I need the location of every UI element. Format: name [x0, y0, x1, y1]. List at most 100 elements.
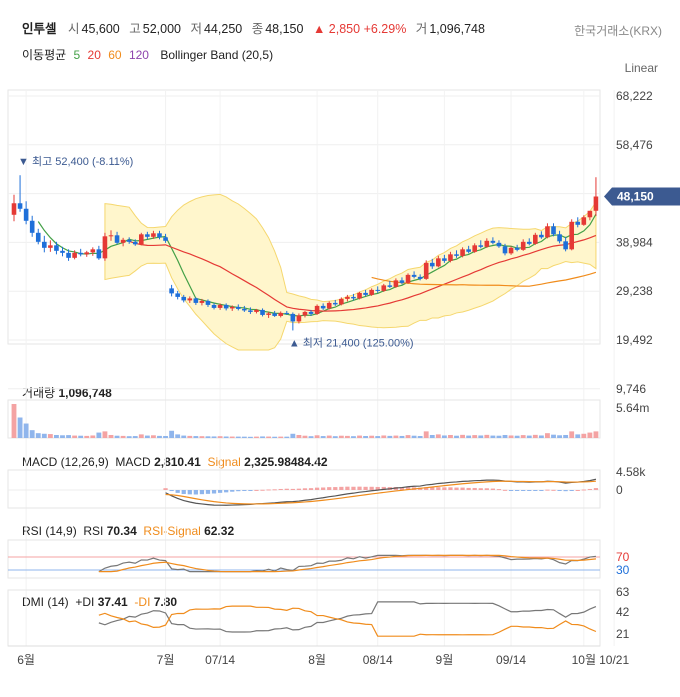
rsi-label: RSI: [83, 524, 104, 538]
volume-bar: [538, 435, 544, 438]
volume-bar: [157, 435, 162, 438]
candle-body: [326, 302, 332, 309]
macd-histogram-bar: [375, 486, 380, 490]
volume-bar: [490, 435, 496, 438]
macd-histogram-bar: [569, 490, 574, 491]
dmi-panel-label: DMI (14): [22, 595, 69, 609]
macd-histogram-bar: [593, 488, 599, 490]
ma20-label: 20: [87, 48, 101, 62]
price-tick-label: 38,984: [616, 235, 653, 249]
volume-bar: [90, 435, 96, 438]
volume-bar: [229, 436, 235, 438]
volume-bar: [66, 435, 71, 438]
price-axis: 68,222 58,476 38,984 29,238 19,492 9,746: [616, 89, 653, 396]
candle-body: [520, 241, 526, 250]
macd-histogram-bar: [211, 490, 217, 494]
candle-body: [120, 239, 126, 243]
ma-legend[interactable]: 이동평균 5 20 60 120 Bollinger Band (20,5): [22, 46, 277, 63]
close-value: 48,150: [265, 22, 304, 36]
volume-bar: [466, 435, 472, 438]
ma-label: 이동평균: [22, 48, 67, 62]
quote-header: 인투셀 시 45,600 고 52,000 저 44,250 종 48,150 ▲ 2,…: [22, 18, 491, 37]
macd-panel-frame: [7, 469, 601, 509]
time-tick-label: 10/21: [599, 653, 629, 667]
candle-body: [581, 217, 587, 225]
volume-bar: [284, 436, 290, 438]
candle-body: [363, 292, 368, 295]
macd-histogram-bar: [587, 488, 592, 490]
period-high-annotation: ▼ 최고 52,400 (-8.11%): [18, 155, 133, 168]
candle-body: [557, 234, 562, 242]
macd-histogram-bar: [181, 490, 186, 495]
candle-body: [569, 221, 574, 250]
volume-bar: [381, 435, 387, 438]
volume-bar: [423, 431, 429, 438]
volume-bar: [41, 433, 47, 438]
macd-histogram-bar: [424, 487, 429, 490]
candle-body: [163, 237, 168, 241]
price-tick-label: 9,746: [616, 382, 646, 396]
plus-di-line: [98, 601, 597, 633]
volume-bar: [551, 434, 556, 438]
volume-bar: [266, 436, 272, 438]
macd-panel: 4.58k 0: [7, 465, 646, 509]
macd-histogram-bar: [205, 490, 211, 494]
ma60-line: [371, 271, 597, 287]
candle-body: [454, 254, 459, 256]
candle-body: [266, 313, 271, 315]
volume-bar: [411, 435, 417, 438]
volume-bar: [320, 436, 326, 438]
macd-histogram-bar: [363, 486, 368, 490]
candle-body: [48, 245, 53, 248]
dmi-tick-label: 42: [616, 605, 630, 619]
volume-bar: [199, 436, 205, 438]
macd-histogram-bar: [308, 488, 314, 490]
candle-body: [35, 232, 41, 242]
candle-body: [490, 240, 496, 243]
candle-body: [405, 274, 411, 283]
candle-body: [296, 315, 302, 322]
rsi-signal-line: [98, 554, 597, 573]
macd-histogram-bar: [351, 486, 356, 490]
candle-body: [345, 296, 350, 299]
candle-body: [205, 300, 211, 305]
volume-bar: [387, 435, 393, 438]
candle-body: [563, 241, 568, 250]
macd-histogram-bar: [533, 490, 538, 491]
time-tick-label: 6월: [17, 653, 35, 667]
macd-histogram-bar: [169, 490, 174, 492]
scale-mode-button[interactable]: Linear: [624, 61, 658, 75]
macd-histogram-bar: [405, 487, 411, 490]
time-tick-label: 09/14: [496, 653, 526, 667]
macd-histogram-bar: [502, 489, 508, 491]
macd-panel-label: MACD (12,26,9): [22, 455, 109, 469]
candle-body: [478, 245, 484, 247]
period-low-annotation: ▲ 최저 21,400 (125.00%): [289, 336, 414, 349]
change-percent: +6.29%: [363, 22, 407, 36]
candle-body: [157, 233, 162, 238]
candle-body: [514, 247, 520, 250]
volume-bar: [241, 436, 247, 438]
macd-histogram-bar: [284, 488, 289, 490]
candle-body: [181, 296, 187, 301]
candle-body: [96, 249, 102, 259]
macd-label: MACD: [115, 455, 151, 469]
macd-histogram-bar: [448, 487, 453, 490]
time-tick-label: 8월: [308, 653, 326, 667]
ma20-line: [128, 234, 597, 312]
macd-histogram-bar: [357, 486, 362, 490]
volume-bar: [217, 436, 223, 438]
volume-bar: [484, 434, 490, 438]
volume-bar: [454, 435, 459, 438]
macd-histogram-bar: [442, 487, 447, 490]
macd-histogram-bar: [575, 489, 580, 491]
volume-bar: [223, 436, 229, 438]
candle-body: [54, 245, 59, 251]
rsi-signal-value: 62.32: [204, 524, 235, 538]
price-tick-label: 58,476: [616, 138, 653, 152]
candle-body: [314, 305, 320, 314]
macd-histogram-bar: [539, 490, 544, 491]
candle-body: [357, 292, 362, 299]
